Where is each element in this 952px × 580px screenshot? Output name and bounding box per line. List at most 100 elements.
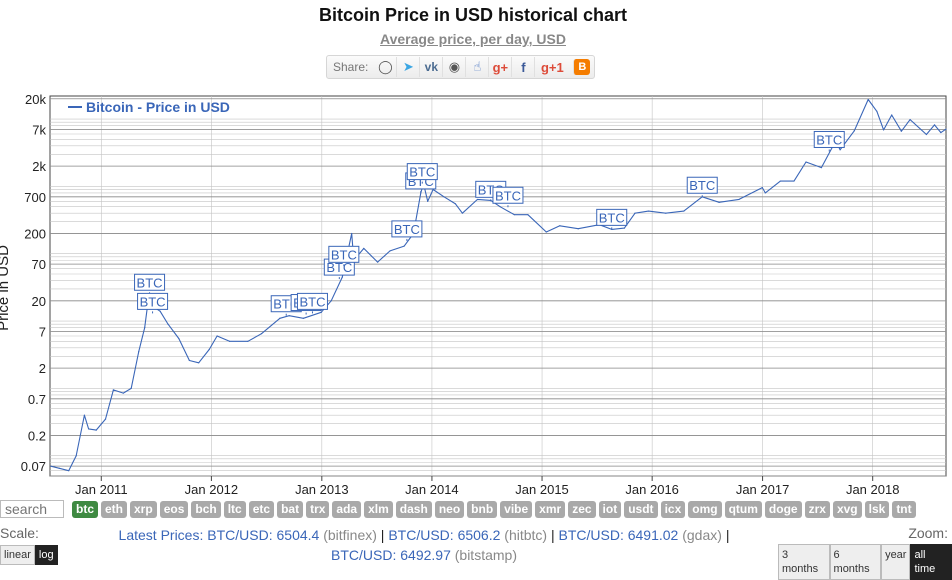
series-point xyxy=(454,203,457,205)
series-point xyxy=(820,167,823,169)
flag-label: BTC xyxy=(299,294,325,309)
legend[interactable]: Bitcoin - Price in USD xyxy=(68,99,230,115)
btc-flag[interactable]: BTC xyxy=(134,273,166,295)
btc-flag[interactable]: BTC xyxy=(813,130,845,152)
facebook-icon[interactable]: f xyxy=(511,57,534,77)
series-point xyxy=(909,119,911,121)
y-tick-label: 20k xyxy=(25,92,46,107)
chart-grid xyxy=(49,95,947,477)
flag-box xyxy=(328,245,360,263)
btc-flag[interactable]: BTC xyxy=(323,258,355,280)
blogger-icon[interactable]: B xyxy=(573,59,591,75)
coin-button-doge[interactable]: doge xyxy=(764,501,802,518)
coin-button-bch[interactable]: bch xyxy=(191,501,221,518)
y-tick-label: 2k xyxy=(32,159,46,174)
coin-button-eth[interactable]: eth xyxy=(101,501,127,518)
coin-button-iot[interactable]: iot xyxy=(598,501,622,518)
coin-button-zec[interactable]: zec xyxy=(568,501,596,518)
series-point xyxy=(320,311,322,313)
btc-flag[interactable]: BTC xyxy=(328,245,360,267)
zoom-year-button[interactable]: year xyxy=(881,544,911,580)
coin-search-input[interactable] xyxy=(0,500,64,518)
x-tick-label: Jan 2013 xyxy=(295,482,349,497)
btc-flag[interactable]: BTC xyxy=(686,176,718,198)
series-point xyxy=(188,359,190,362)
coin-button-ltc[interactable]: ltc xyxy=(223,501,246,518)
coin-button-xvg[interactable]: xvg xyxy=(832,501,862,518)
reddit-icon[interactable]: ◯ xyxy=(378,59,393,74)
series-point xyxy=(377,261,379,263)
coin-button-ada[interactable]: ada xyxy=(332,501,362,518)
like-icon[interactable]: ☝ xyxy=(465,57,488,77)
series-point xyxy=(805,161,807,163)
flag-label: BTC xyxy=(816,132,842,147)
y-tick-label: 20 xyxy=(32,294,46,309)
google-plus-icon[interactable]: g+ xyxy=(488,57,511,77)
coin-button-trx[interactable]: trx xyxy=(306,501,330,518)
coin-button-bat[interactable]: bat xyxy=(277,501,304,518)
y-tick-label: 7 xyxy=(39,324,46,339)
btc-flag[interactable]: BTC xyxy=(492,186,524,208)
series-point xyxy=(764,192,766,194)
weibo-icon[interactable]: ◉ xyxy=(442,57,465,77)
coin-button-zrx[interactable]: zrx xyxy=(804,501,830,518)
btc-flag[interactable]: BTC xyxy=(391,220,423,241)
series-point xyxy=(527,214,529,216)
series-point xyxy=(623,227,626,229)
scale-log-button[interactable]: log xyxy=(34,545,58,565)
zoom-all-time-button[interactable]: all time xyxy=(910,544,952,580)
btc-flag[interactable]: BTC xyxy=(596,208,628,230)
coin-button-usdt[interactable]: usdt xyxy=(624,501,658,518)
series-point xyxy=(577,228,579,230)
series-point xyxy=(499,206,501,208)
y-axis-ticks: 20k 7k 2k 700 200 70 20 7 2 0.7 0.2 0.07 xyxy=(21,92,47,474)
y-tick-label: 200 xyxy=(24,226,46,241)
series-point xyxy=(925,133,927,136)
x-tick-label: Jan 2016 xyxy=(625,482,679,497)
series-point xyxy=(559,225,561,227)
zoom-6-months-button[interactable]: 6 months xyxy=(829,544,882,580)
flag-box xyxy=(686,176,718,194)
scale-label: Scale: xyxy=(0,525,39,541)
y-tick-label: 700 xyxy=(24,190,46,205)
series-point xyxy=(867,98,869,101)
coin-button-tnt[interactable]: tnt xyxy=(892,501,916,518)
flag-box xyxy=(391,220,423,238)
x-axis-ticks: Jan 2011 Jan 2012 Jan 2013 Jan 2014 Jan 2015… xyxy=(75,476,899,497)
google-plus-one-icon[interactable]: g+1 xyxy=(534,57,569,77)
series-point xyxy=(940,131,942,134)
coin-button-eos[interactable]: eos xyxy=(159,501,189,518)
coin-button-lsk[interactable]: lsk xyxy=(864,501,890,518)
btc-flag[interactable]: BTC xyxy=(406,163,438,184)
coin-button-vibe[interactable]: vibe xyxy=(500,501,533,518)
coin-button-omg[interactable]: omg xyxy=(688,501,722,518)
btc-flag[interactable]: BTC xyxy=(296,292,328,314)
coin-button-xlm[interactable]: xlm xyxy=(364,501,393,518)
coin-button-icx[interactable]: icx xyxy=(660,501,686,518)
coin-button-bnb[interactable]: bnb xyxy=(467,501,498,518)
vk-icon[interactable]: vk xyxy=(419,57,442,77)
coin-button-xrp[interactable]: xrp xyxy=(130,501,157,518)
coin-button-etc[interactable]: etc xyxy=(248,501,275,518)
series-point xyxy=(545,231,547,233)
flag-label: BTC xyxy=(394,222,420,237)
flag-label: BTC xyxy=(326,260,352,275)
chart-subtitle-link[interactable]: Average price, per day, USD xyxy=(380,31,566,47)
coin-button-xmr[interactable]: xmr xyxy=(535,501,566,518)
btc-flag[interactable]: BTC xyxy=(137,292,169,314)
latest-price-value: 6504.4 xyxy=(276,527,320,543)
scale-linear-button[interactable]: linear xyxy=(0,545,35,565)
coin-button-dash[interactable]: dash xyxy=(395,501,432,518)
coin-button-btc[interactable]: btc xyxy=(72,501,98,518)
twitter-icon[interactable]: ➤ xyxy=(396,57,419,77)
coin-button-qtum[interactable]: qtum xyxy=(724,501,762,518)
series-point xyxy=(88,428,90,430)
coin-button-neo[interactable]: neo xyxy=(434,501,465,518)
series-point xyxy=(50,465,52,467)
series-point xyxy=(476,198,479,201)
zoom-buttons: 3 months 6 months year all time xyxy=(778,544,952,580)
x-tick-label: Jan 2011 xyxy=(75,482,128,497)
zoom-3-months-button[interactable]: 3 months xyxy=(778,544,830,580)
y-tick-label: 2 xyxy=(39,361,46,376)
